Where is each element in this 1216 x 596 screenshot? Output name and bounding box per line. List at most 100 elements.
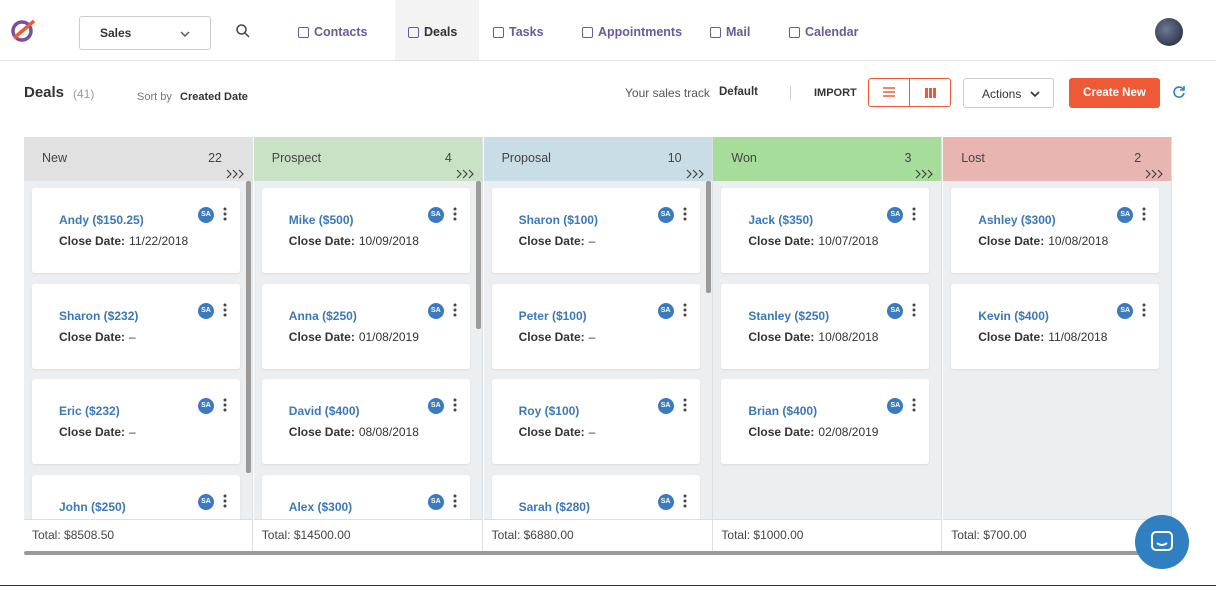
deal-card[interactable]: Stanley ($250) Close Date: 10/08/2018 SA [721,283,930,369]
deal-name[interactable]: Sarah ($280) [518,499,590,514]
more-menu[interactable] [682,207,688,221]
logo [11,19,36,42]
chevron-icon [456,169,474,179]
owner-badge: SA [657,398,674,414]
nav-item[interactable]: Deals [395,0,479,60]
deal-card[interactable]: Roy ($100) Close Date: – SA [491,379,700,464]
create-button[interactable]: Create New [1069,78,1160,108]
deal-card[interactable]: Mike ($500) Close Date: 10/09/2018 SA [261,188,470,273]
deal-name[interactable]: Mike ($500) [288,213,354,227]
nav-item[interactable]: Calendar [776,0,876,60]
more-menu[interactable] [911,303,917,317]
more-menu[interactable] [682,398,688,412]
deal-name[interactable]: Roy ($100) [518,404,580,418]
more-menu[interactable] [222,494,228,508]
deal-card[interactable]: Kevin ($400) Close Date: 11/08/2018 SA [951,283,1160,369]
nav-item[interactable]: Appointments [569,0,697,60]
column-header: Lost 2 [943,137,1172,181]
deal-card[interactable]: John ($250) SA [32,474,240,519]
more-menu[interactable] [682,494,688,508]
deal-count: (41) [73,87,95,101]
import-button[interactable]: IMPORT [814,87,857,99]
deal-card[interactable]: Sharon ($232) Close Date: – SA [32,283,240,369]
deal-name[interactable]: Sharon ($100) [518,213,598,227]
more-menu[interactable] [911,398,917,412]
deal-name[interactable]: John ($250) [59,499,126,514]
more-menu[interactable] [1141,303,1147,317]
deal-name[interactable]: Ashley ($300) [978,213,1056,227]
close-value: – [588,234,596,248]
more-menu[interactable] [452,398,458,412]
sort-value[interactable]: Created Date [180,91,248,103]
deal-card[interactable]: Peter ($100) Close Date: – SA [491,283,700,369]
nav-icon [408,27,419,38]
deal-card[interactable]: Eric ($232) Close Date: – SA [32,379,240,464]
close-label: Close Date: [978,329,1045,344]
module-name: Sales [100,26,132,40]
column-scrollbar [475,181,481,329]
search-icon[interactable] [236,24,250,38]
deal-name[interactable]: Anna ($250) [288,308,357,323]
nav-item[interactable]: Mail [697,0,776,60]
board-view[interactable] [925,88,936,98]
deal-name[interactable]: Sharon ($232) [59,308,139,323]
deal-name[interactable]: Brian ($400) [748,404,818,418]
chevrons [685,154,707,179]
nav-item[interactable]: Contacts [285,0,393,60]
dots [912,303,916,316]
more-menu[interactable] [222,398,228,412]
deal-card[interactable]: Sarah ($280) SA [491,474,700,519]
deal-name[interactable]: Eric ($232) [59,404,120,418]
deal-card[interactable]: Ashley ($300) Close Date: 10/08/2018 SA [951,188,1160,273]
deal-name[interactable]: Andy ($150.25) [59,213,144,227]
close-value: 10/09/2018 [358,234,419,248]
dots [912,398,916,412]
track-value[interactable]: Default [719,86,758,98]
close-value: 10/08/2018 [1048,234,1109,248]
close-label: Close Date: [518,329,585,344]
owner-badge: SA [657,207,674,223]
actions-button[interactable]: Actions [963,78,1054,108]
deal-card[interactable]: Andy ($150.25) Close Date: 11/22/2018 SA [32,188,240,273]
chat-launcher[interactable] [1135,515,1189,569]
deal-name[interactable]: Stanley ($250) [748,308,830,323]
deal-card[interactable]: Brian ($400) Close Date: 02/08/2019 SA [721,379,930,464]
column: Prospect 4 Mike ($500) Close Date: 10/09/201… [253,137,483,551]
deal-card[interactable]: Alex ($300) SA [261,474,470,519]
close-date: Close Date: 11/08/2018 [978,330,1107,344]
close-value: 11/08/2018 [1048,329,1108,344]
avatar[interactable] [1155,18,1183,46]
deal-name[interactable]: David ($400) [288,404,360,418]
deal-card[interactable]: David ($400) Close Date: 08/08/2018 SA [261,379,470,464]
deal-name[interactable]: Jack ($350) [748,213,814,227]
deal-name[interactable]: Alex ($300) [288,499,353,514]
more-menu[interactable] [911,207,917,221]
nav-label: Contacts [314,25,368,39]
more-menu[interactable] [452,303,458,317]
refresh-icon[interactable] [1172,85,1186,99]
owner-badge: SA [427,302,444,319]
owner-badge: SA [1117,207,1134,223]
chevron-icon [686,169,704,179]
deal-name[interactable]: Kevin ($400) [978,308,1049,323]
column-header: Proposal 10 [483,137,712,181]
deal-name[interactable]: Peter ($100) [518,308,587,323]
column-scrollbar [246,181,251,473]
module-select[interactable]: Sales [79,16,211,50]
chevron-icon [915,169,934,179]
dots [453,494,457,507]
nav-item[interactable]: Tasks [480,0,568,60]
more-menu[interactable] [222,207,228,221]
column-total: Total: $14500.00 [253,519,482,551]
more-menu[interactable] [1141,207,1147,221]
more-menu[interactable] [682,303,688,317]
owner-badge: SA [657,302,674,319]
deal-card[interactable]: Jack ($350) Close Date: 10/07/2018 SA [721,188,930,273]
more-menu[interactable] [452,207,458,221]
more-menu[interactable] [452,494,458,508]
deal-card[interactable]: Anna ($250) Close Date: 01/08/2019 SA [261,283,470,369]
deal-card[interactable]: Sharon ($100) Close Date: – SA [491,188,700,273]
list-view[interactable] [883,87,895,98]
more-menu[interactable] [222,303,228,317]
close-label: Close Date: [59,329,126,344]
